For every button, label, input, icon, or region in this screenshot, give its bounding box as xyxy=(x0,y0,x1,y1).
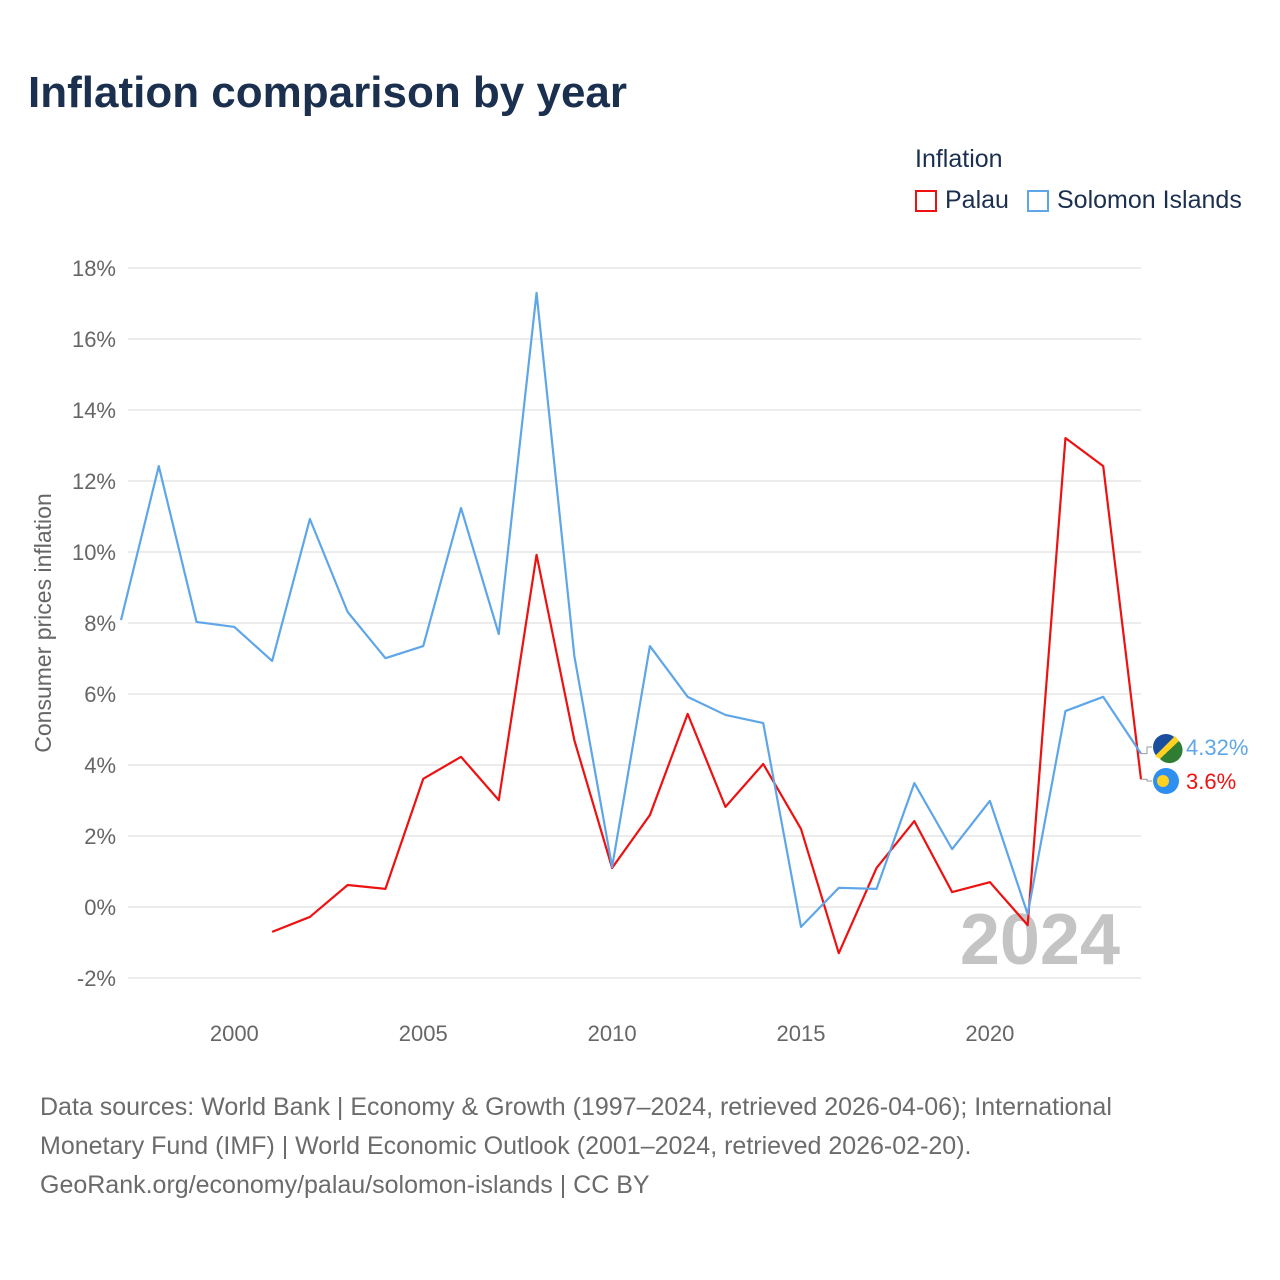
data-point-palau xyxy=(912,819,916,823)
data-point-solomon-islands xyxy=(610,865,614,869)
y-tick-label: 8% xyxy=(84,611,116,636)
data-point-solomon-islands xyxy=(308,517,312,521)
data-point-palau xyxy=(383,887,387,891)
data-point-palau xyxy=(1101,464,1105,468)
data-point-solomon-islands xyxy=(950,847,954,851)
data-point-solomon-islands xyxy=(1101,695,1105,699)
y-tick-label: 12% xyxy=(72,469,116,494)
data-point-palau xyxy=(686,712,690,716)
data-point-palau xyxy=(346,883,350,887)
x-tick-label: 2010 xyxy=(588,1021,637,1046)
legend-label: Solomon Islands xyxy=(1057,186,1242,214)
data-point-palau xyxy=(799,827,803,831)
data-point-solomon-islands xyxy=(383,656,387,660)
footer-line: Monetary Fund (IMF) | World Economic Out… xyxy=(40,1132,972,1160)
data-point-solomon-islands xyxy=(195,620,199,624)
data-point-palau xyxy=(1063,436,1067,440)
data-point-solomon-islands xyxy=(686,695,690,699)
data-point-solomon-islands xyxy=(912,781,916,785)
data-point-solomon-islands xyxy=(1063,709,1067,713)
data-point-solomon-islands xyxy=(723,713,727,717)
y-tick-label: 0% xyxy=(84,895,116,920)
series-line-palau xyxy=(271,436,1143,955)
data-point-solomon-islands xyxy=(270,659,274,663)
footer-line: Data sources: World Bank | Economy & Gro… xyxy=(40,1093,1112,1121)
x-tick-label: 2000 xyxy=(210,1021,259,1046)
legend-item-solomon-islands[interactable]: Solomon Islands xyxy=(1027,186,1242,215)
y-tick-label: 4% xyxy=(84,753,116,778)
legend-item-palau[interactable]: Palau xyxy=(915,186,1009,215)
y-axis-label: Consumer prices inflation xyxy=(30,493,56,753)
data-point-palau xyxy=(270,930,274,934)
data-point-solomon-islands xyxy=(799,925,803,929)
data-point-palau xyxy=(761,762,765,766)
data-point-palau xyxy=(497,798,501,802)
data-point-solomon-islands xyxy=(459,506,463,510)
data-point-solomon-islands xyxy=(572,654,576,658)
legend-title: Inflation xyxy=(915,145,1003,173)
line-chart: -2% 0% 2% 4% 6% 8% 10% 12% 14% 16% 18% 2000 2005 2010… xyxy=(30,256,1248,1046)
y-tick-label: 16% xyxy=(72,327,116,352)
data-point-palau xyxy=(875,866,879,870)
data-point-solomon-islands xyxy=(648,644,652,648)
y-tick-label: 6% xyxy=(84,682,116,707)
data-point-palau xyxy=(459,755,463,759)
footer-line: GeoRank.org/economy/palau/solomon-island… xyxy=(40,1171,650,1199)
data-point-palau xyxy=(421,777,425,781)
series-line-solomon-islands xyxy=(119,291,1142,928)
x-tick-label: 2020 xyxy=(965,1021,1014,1046)
legend-label: Palau xyxy=(945,186,1009,214)
y-tick-label: 10% xyxy=(72,540,116,565)
flag-solomon-green-icon xyxy=(1160,741,1183,764)
data-point-solomon-islands xyxy=(497,632,501,636)
flag-palau-disc-icon xyxy=(1157,775,1169,787)
legend-swatch-palau xyxy=(915,189,937,212)
data-point-solomon-islands xyxy=(1026,912,1030,916)
data-point-solomon-islands xyxy=(837,886,841,890)
end-value-label-palau: 3.6% xyxy=(1186,769,1236,794)
data-point-palau xyxy=(988,880,992,884)
x-tick-label: 2005 xyxy=(399,1021,448,1046)
data-point-solomon-islands xyxy=(761,721,765,725)
data-sources-footer: Data sources: World Bank | Economy & Gro… xyxy=(40,1088,1240,1205)
flag-solomon-stripe-icon xyxy=(1155,736,1179,759)
data-point-solomon-islands xyxy=(119,618,123,622)
data-point-palau xyxy=(572,738,576,742)
data-point-solomon-islands xyxy=(535,291,539,295)
data-point-palau xyxy=(308,915,312,919)
end-label-connector xyxy=(1141,746,1152,755)
data-point-solomon-islands xyxy=(232,625,236,629)
data-point-solomon-islands xyxy=(988,799,992,803)
data-point-palau xyxy=(837,951,841,955)
data-point-solomon-islands xyxy=(875,887,879,891)
data-point-palau xyxy=(723,805,727,809)
data-point-solomon-islands xyxy=(421,644,425,648)
y-tick-label: 18% xyxy=(72,256,116,281)
data-point-palau xyxy=(950,890,954,894)
chart-title: Inflation comparison by year xyxy=(28,68,628,117)
y-tick-label: 14% xyxy=(72,398,116,423)
end-label-connector xyxy=(1141,778,1152,782)
y-tick-label: -2% xyxy=(77,966,116,991)
data-point-palau xyxy=(535,553,539,557)
year-watermark: 2024 xyxy=(960,900,1120,980)
data-point-palau xyxy=(648,813,652,817)
x-tick-label: 2015 xyxy=(777,1021,826,1046)
data-point-solomon-islands xyxy=(346,610,350,614)
legend-swatch-solomon-islands xyxy=(1027,189,1049,212)
end-value-label-solomon-islands: 4.32% xyxy=(1186,735,1248,760)
y-tick-label: 2% xyxy=(84,824,116,849)
data-point-palau xyxy=(1026,923,1030,927)
data-point-solomon-islands xyxy=(157,464,161,468)
